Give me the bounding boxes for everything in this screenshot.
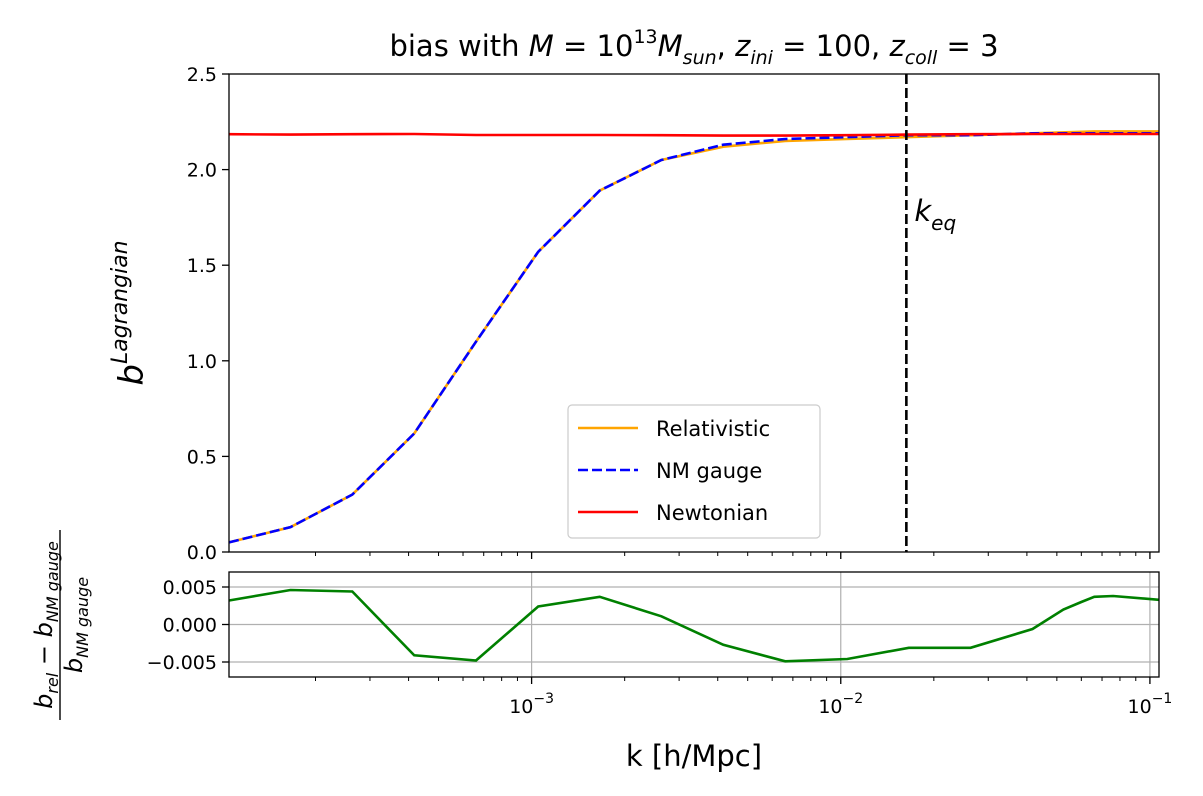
top-y-ticks: 0.0 0.5 1.0 1.5 2.0 2.5 (187, 64, 229, 564)
bottom-y-label-numerator: brel − bNM gauge (30, 541, 62, 709)
top-y-tick-label: 1.0 (187, 351, 217, 373)
bottom-y-label-denominator: bNM gauge (60, 577, 92, 673)
x-axis-label: k [h/Mpc] (626, 739, 762, 773)
top-y-tick-label: 2.0 (187, 160, 217, 182)
bottom-x-tick-label: 10−2 (818, 691, 863, 718)
top-y-axis-label: bLagrangian (108, 240, 152, 385)
top-y-tick-label: 1.5 (187, 255, 217, 277)
bottom-y-ticks: 0.005 0.000 −0.005 (147, 577, 229, 674)
k-eq-label: keq (914, 194, 956, 235)
bottom-x-tick-label: 10−3 (509, 691, 554, 718)
bottom-x-tick-label: 10−1 (1128, 691, 1173, 718)
bottom-y-tick-label: 0.005 (163, 577, 217, 599)
series-relative-difference (228, 588, 1160, 663)
top-y-tick-label: 0.5 (187, 446, 217, 468)
bottom-x-ticks: 10−3 10−2 10−1 (315, 677, 1173, 718)
top-y-tick-label: 2.5 (187, 64, 217, 86)
series-newtonian (228, 132, 1159, 137)
top-axes-frame (228, 73, 1160, 553)
legend-label-relativistic: Relativistic (656, 417, 770, 441)
top-x-minor-ticks (315, 552, 1151, 559)
bottom-y-tick-label: −0.005 (147, 652, 217, 674)
bottom-series (228, 588, 1160, 663)
top-series (228, 130, 1159, 544)
top-panel: 0.0 0.5 1.0 1.5 2.0 2.5 keq Relativistic NM g… (108, 64, 1160, 564)
top-y-tick-label: 0.0 (187, 542, 217, 564)
legend: Relativistic NM gauge Newtonian (567, 404, 821, 539)
bottom-y-axis-label: brel − bNM gauge bNM gauge (30, 530, 92, 720)
bottom-y-tick-label: 0.000 (163, 615, 217, 637)
legend-box (567, 404, 821, 539)
legend-label-newtonian: Newtonian (656, 501, 768, 525)
legend-label-nm-gauge: NM gauge (656, 459, 762, 483)
chart-title: bias with M = 1013Msun, zini = 100, zcol… (389, 26, 998, 69)
bottom-axes-frame (228, 571, 1160, 678)
